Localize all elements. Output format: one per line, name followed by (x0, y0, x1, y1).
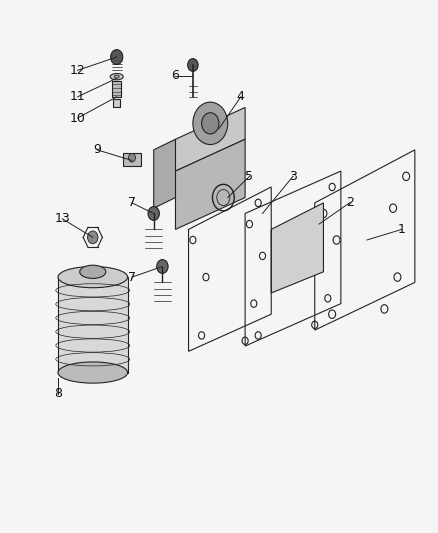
Text: 9: 9 (93, 143, 101, 156)
Circle shape (111, 50, 123, 64)
Text: 1: 1 (398, 223, 406, 236)
Text: 10: 10 (70, 111, 85, 125)
Polygon shape (154, 139, 176, 208)
Ellipse shape (110, 74, 123, 80)
Circle shape (128, 154, 135, 162)
Circle shape (201, 113, 219, 134)
Text: 12: 12 (70, 64, 85, 77)
Ellipse shape (58, 362, 127, 383)
Circle shape (88, 231, 98, 244)
Text: 2: 2 (346, 196, 353, 209)
Bar (58, 277, 127, 373)
Bar (123, 152, 141, 166)
Polygon shape (176, 139, 245, 229)
Circle shape (148, 207, 159, 220)
Circle shape (187, 59, 198, 71)
Text: 13: 13 (54, 212, 70, 225)
Text: 4: 4 (237, 90, 245, 103)
Ellipse shape (58, 266, 127, 288)
Polygon shape (176, 108, 245, 171)
Circle shape (193, 102, 228, 144)
Bar (113, 100, 120, 108)
Text: 6: 6 (172, 69, 180, 82)
Ellipse shape (114, 75, 119, 78)
Text: 11: 11 (70, 90, 85, 103)
Text: 5: 5 (245, 170, 254, 183)
Circle shape (157, 260, 168, 273)
Ellipse shape (80, 265, 106, 278)
Text: 7: 7 (128, 271, 136, 284)
Text: 7: 7 (128, 196, 136, 209)
Text: 8: 8 (54, 387, 62, 400)
Bar (113, 81, 121, 97)
Text: 3: 3 (289, 170, 297, 183)
Polygon shape (271, 203, 323, 293)
